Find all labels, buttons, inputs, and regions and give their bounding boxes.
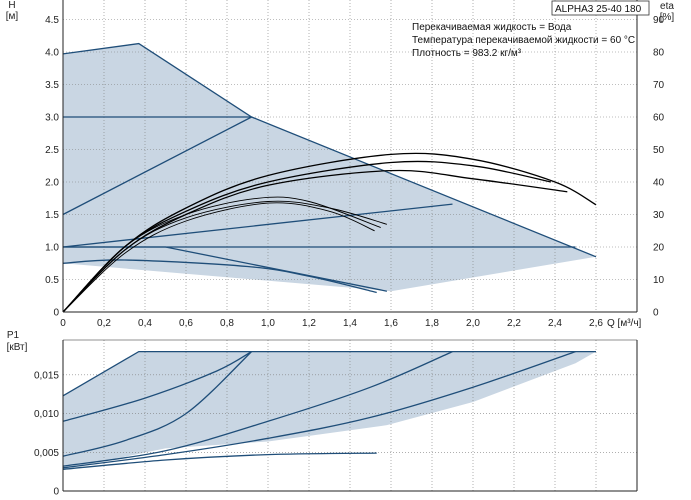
- power-curve-1: [62, 351, 252, 422]
- power-y-tick-label: 0,005: [34, 448, 59, 459]
- eta-axis-label-unit: [%]: [660, 12, 675, 23]
- head-y-tick-label: 1.0: [45, 243, 59, 254]
- x-tick-label: 1,6: [384, 318, 398, 329]
- eta-y-tick-label: 90: [653, 15, 665, 26]
- x-tick-label: 1,4: [343, 318, 357, 329]
- head-curve-2: [62, 116, 252, 216]
- head-y-tick-label: 0: [53, 308, 59, 319]
- eta-y-tick-label: 30: [653, 210, 665, 221]
- efficiency-curve-3: [62, 196, 381, 313]
- head-curve-0: [62, 42, 597, 258]
- x-tick-label: 2,6: [589, 318, 603, 329]
- head-area-polygon: [63, 43, 596, 292]
- head-curve-5: [62, 259, 377, 294]
- power-curve-3: [62, 351, 453, 467]
- power-grid: [62, 340, 637, 492]
- x-tick-label: 0,4: [138, 318, 152, 329]
- power-y-tick-label: 0,015: [34, 370, 59, 381]
- power-axes: 0 0,005 0,010 0,015 P1[кВт]: [7, 330, 638, 498]
- efficiency-curve-5: [62, 202, 375, 313]
- power-curve-2: [62, 351, 253, 457]
- power-axis-label-name: P1: [7, 330, 20, 341]
- head-curve-3: [62, 203, 453, 248]
- head-y-tick-label: 3.0: [45, 113, 59, 124]
- chart-title: ALPHA3 25-40 180: [555, 4, 642, 15]
- efficiency-curve-4: [62, 200, 388, 313]
- power-curve-0: [62, 350, 596, 397]
- x-tick-label: 2,4: [548, 318, 562, 329]
- x-tick-label: 0,8: [220, 318, 234, 329]
- x-tick-label: 1,8: [425, 318, 439, 329]
- eta-y-tick-label: 40: [653, 178, 665, 189]
- head-y-tick-label: 2.5: [45, 145, 59, 156]
- head-curves: [62, 42, 597, 294]
- power-axis-label-unit: [кВт]: [7, 342, 28, 353]
- eta-y-tick-label: 60: [653, 113, 665, 124]
- info-line-temperature: Температура перекачиваемой жидкости = 60…: [412, 35, 635, 46]
- head-axes: 0 0.5 1.0 1.5 2.0 2.5 3.0 3.5 4.0 4.5 0 10 20 30 40 50 6…: [6, 0, 675, 329]
- eta-y-tick-label: 70: [653, 80, 665, 91]
- power-area-polygon: [63, 351, 596, 470]
- head-curve-6: [63, 246, 388, 292]
- eta-y-tick-label: 50: [653, 145, 665, 156]
- efficiency-curves: [62, 152, 597, 313]
- title-box: ALPHA3 25-40 180: [551, 0, 650, 16]
- head-axis-label-unit: [м]: [6, 11, 19, 22]
- x-tick-label: 0,2: [97, 318, 111, 329]
- head-y-tick-label: 3.5: [45, 80, 59, 91]
- eta-y-tick-label: 80: [653, 48, 665, 59]
- head-operating-area: [63, 43, 596, 292]
- info-line-density: Плотность = 983.2 кг/м³: [412, 48, 522, 59]
- x-tick-label: 1,0: [261, 318, 275, 329]
- head-axis-label-name: H: [8, 0, 15, 11]
- head-grid: [62, 0, 637, 313]
- head-y-tick-label: 2.0: [45, 178, 59, 189]
- head-y-tick-label: 4.0: [45, 48, 59, 59]
- x-tick-label: 0: [60, 318, 66, 329]
- power-y-tick-label: 0: [53, 487, 59, 498]
- head-y-tick-label: 4.5: [45, 15, 59, 26]
- head-y-tick-label: 1.5: [45, 210, 59, 221]
- x-tick-label: 1,2: [302, 318, 316, 329]
- eta-y-tick-label: 20: [653, 243, 665, 254]
- eta-y-tick-label: 0: [653, 308, 659, 319]
- x-tick-label: 2,2: [507, 318, 521, 329]
- x-tick-label: 2,0: [466, 318, 480, 329]
- eta-axis-label-name: eta: [660, 1, 674, 12]
- power-curves: [62, 350, 596, 470]
- x-axis-label: Q [м³/ч]: [607, 318, 642, 329]
- info-line-fluid: Перекачиваемая жидкость = Вода: [412, 22, 572, 33]
- x-tick-label: 0,6: [179, 318, 193, 329]
- power-curve-4: [62, 350, 576, 469]
- eta-y-tick-label: 10: [653, 275, 665, 286]
- power-curve-5: [62, 452, 377, 470]
- power-y-tick-label: 0,010: [34, 409, 59, 420]
- power-operating-area: [63, 351, 596, 470]
- head-y-tick-label: 0.5: [45, 275, 59, 286]
